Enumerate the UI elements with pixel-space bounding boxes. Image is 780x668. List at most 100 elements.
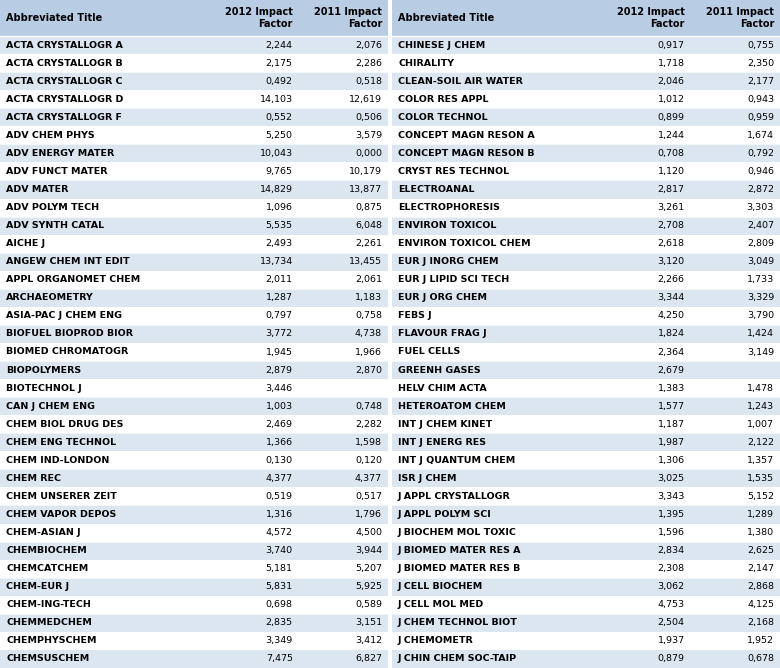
Bar [210, 90, 299, 108]
Text: CONCEPT MAGN RESON A: CONCEPT MAGN RESON A [398, 131, 535, 140]
Bar [299, 560, 388, 578]
Bar [392, 126, 601, 144]
Bar [601, 560, 691, 578]
Text: 2,282: 2,282 [355, 420, 382, 429]
Bar [392, 361, 601, 379]
Text: 3,062: 3,062 [658, 582, 685, 591]
Text: 3,049: 3,049 [747, 257, 774, 267]
Bar [299, 0, 388, 36]
Bar [601, 343, 691, 361]
Bar [210, 36, 299, 54]
Text: ASIA-PAC J CHEM ENG: ASIA-PAC J CHEM ENG [6, 311, 122, 321]
Bar [691, 506, 780, 524]
Bar [392, 397, 601, 415]
Bar [210, 144, 299, 162]
Bar [210, 434, 299, 452]
Text: ADV ENERGY MATER: ADV ENERGY MATER [6, 149, 114, 158]
Text: ARCHAEOMETRY: ARCHAEOMETRY [6, 293, 94, 303]
Bar [601, 650, 691, 668]
Text: 5,152: 5,152 [747, 492, 774, 501]
Text: 0,917: 0,917 [658, 41, 685, 49]
Text: BIOTECHNOL J: BIOTECHNOL J [6, 383, 82, 393]
Text: 0,506: 0,506 [355, 113, 382, 122]
Bar [691, 650, 780, 668]
Bar [0, 578, 210, 596]
Text: 4,738: 4,738 [355, 329, 382, 339]
Bar [601, 307, 691, 325]
Text: 3,149: 3,149 [747, 347, 774, 357]
Bar [691, 596, 780, 614]
Bar [210, 632, 299, 650]
Text: APPL ORGANOMET CHEM: APPL ORGANOMET CHEM [6, 275, 140, 285]
Bar [392, 524, 601, 542]
Text: 1,096: 1,096 [266, 203, 292, 212]
Bar [0, 289, 210, 307]
Bar [392, 162, 601, 180]
Text: 4,753: 4,753 [658, 601, 685, 609]
Bar [601, 144, 691, 162]
Text: CHEM-EUR J: CHEM-EUR J [6, 582, 69, 591]
Bar [691, 452, 780, 470]
Text: ELECTROPHORESIS: ELECTROPHORESIS [398, 203, 500, 212]
Bar [0, 397, 210, 415]
Bar [299, 216, 388, 234]
Text: CHEMMEDCHEM: CHEMMEDCHEM [6, 619, 92, 627]
Bar [299, 36, 388, 54]
Bar [691, 415, 780, 434]
Text: ADV SYNTH CATAL: ADV SYNTH CATAL [6, 221, 104, 230]
Text: CHEM-ING-TECH: CHEM-ING-TECH [6, 601, 91, 609]
Text: 3,329: 3,329 [746, 293, 774, 303]
Bar [299, 578, 388, 596]
Bar [392, 506, 601, 524]
Bar [392, 216, 601, 234]
Text: Abbreviated Title: Abbreviated Title [6, 13, 102, 23]
Text: EUR J LIPID SCI TECH: EUR J LIPID SCI TECH [398, 275, 509, 285]
Bar [392, 307, 601, 325]
Text: 3,579: 3,579 [355, 131, 382, 140]
Bar [299, 632, 388, 650]
Bar [0, 0, 210, 36]
Text: HETEROATOM CHEM: HETEROATOM CHEM [398, 401, 506, 411]
Bar [691, 0, 780, 36]
Text: ENVIRON TOXICOL: ENVIRON TOXICOL [398, 221, 496, 230]
Bar [691, 289, 780, 307]
Bar [210, 361, 299, 379]
Bar [210, 560, 299, 578]
Text: 3,349: 3,349 [265, 637, 292, 645]
Bar [299, 180, 388, 198]
Bar [392, 253, 601, 271]
Bar [299, 234, 388, 253]
Text: 0,518: 0,518 [355, 77, 382, 86]
Bar [691, 108, 780, 126]
Text: J BIOMED MATER RES B: J BIOMED MATER RES B [398, 564, 521, 573]
Bar [601, 289, 691, 307]
Bar [691, 434, 780, 452]
Bar [0, 253, 210, 271]
Bar [299, 542, 388, 560]
Text: 2,809: 2,809 [747, 239, 774, 248]
Text: 3,303: 3,303 [746, 203, 774, 212]
Bar [299, 108, 388, 126]
Text: 1,357: 1,357 [747, 456, 774, 465]
Bar [392, 632, 601, 650]
Text: 5,207: 5,207 [355, 564, 382, 573]
Bar [299, 415, 388, 434]
Bar [0, 379, 210, 397]
Bar [0, 144, 210, 162]
Bar [210, 0, 299, 36]
Bar [299, 470, 388, 488]
Bar [0, 614, 210, 632]
Text: BIOPOLYMERS: BIOPOLYMERS [6, 365, 81, 375]
Bar [601, 596, 691, 614]
Bar [392, 198, 601, 216]
Text: 2,168: 2,168 [747, 619, 774, 627]
Text: 2,870: 2,870 [355, 365, 382, 375]
Text: ELECTROANAL: ELECTROANAL [398, 185, 474, 194]
Text: 0,000: 0,000 [355, 149, 382, 158]
Bar [691, 470, 780, 488]
Text: 1,244: 1,244 [658, 131, 685, 140]
Text: EUR J ORG CHEM: EUR J ORG CHEM [398, 293, 487, 303]
Bar [0, 90, 210, 108]
Bar [691, 632, 780, 650]
Text: 2,350: 2,350 [747, 59, 774, 67]
